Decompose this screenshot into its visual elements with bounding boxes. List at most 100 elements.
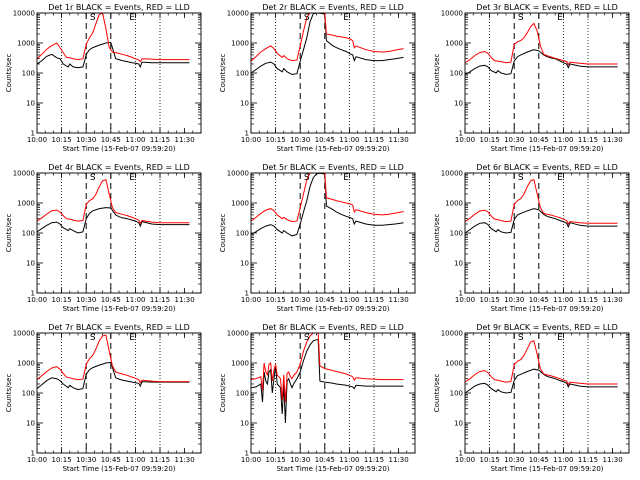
y-axis-label: Counts/sec [219,54,227,93]
y-tick-label: 100 [450,390,463,398]
chart-title: Det 1r BLACK = Events, RED = LLD [48,3,190,12]
x-tick-label: 11:15 [150,296,170,304]
x-tick-label: 10:30 [504,136,524,144]
lld-series-line [465,340,618,386]
y-tick-label: 100 [22,390,35,398]
chart-title: Det 6r BLACK = Events, RED = LLD [476,163,618,172]
start-marker: S [304,13,310,23]
y-tick-label: 1 [245,130,249,138]
lld-series-line [37,179,190,225]
x-tick-label: 10:45 [315,136,335,144]
x-tick-label: 10:45 [529,296,549,304]
start-marker: S [518,333,524,343]
x-tick-label: 10:45 [529,136,549,144]
y-tick-label: 1000 [445,200,463,208]
events-series-line [465,208,618,234]
x-tick-label: 10:45 [315,456,335,464]
start-marker: S [304,173,310,183]
y-tick-label: 100 [450,230,463,238]
chart-panel: 1 10 100 1000 10000 10:00 10:15 10:30 10:45 11:00… [433,163,630,313]
x-tick-label: 11:30 [389,296,409,304]
y-tick-label: 1000 [445,360,463,368]
y-tick-label: 1 [31,450,35,458]
y-tick-label: 100 [22,70,35,78]
x-tick-label: 11:30 [603,136,623,144]
x-axis-label: Start Time (15-Feb-07 09:59:20) [62,305,175,313]
y-tick-label: 10 [240,260,249,268]
end-marker: E [129,333,135,343]
end-marker: E [129,173,135,183]
y-tick-label: 10000 [441,10,463,18]
lld-series-line [465,22,618,66]
y-tick-label: 10000 [13,330,35,338]
y-tick-label: 1 [459,450,463,458]
y-tick-label: 10 [240,420,249,428]
end-marker: E [557,333,563,343]
chart-panel: 1 10 100 1000 10000 10:00 10:15 10:30 10:45 11:00… [219,3,416,153]
y-tick-label: 100 [450,70,463,78]
start-marker: S [304,333,310,343]
y-tick-label: 100 [22,230,35,238]
x-tick-label: 10:30 [504,296,524,304]
x-tick-label: 11:30 [175,136,195,144]
x-tick-label: 10:30 [290,456,310,464]
y-tick-label: 1 [245,450,249,458]
x-tick-label: 11:00 [125,136,145,144]
chart-title: Det 7r BLACK = Events, RED = LLD [48,323,190,332]
y-tick-label: 10000 [13,10,35,18]
events-series-line [37,41,190,69]
y-axis-label: Counts/sec [5,214,13,253]
x-tick-label: 10:00 [455,456,475,464]
y-tick-label: 10000 [227,330,249,338]
y-tick-label: 1 [245,290,249,298]
x-axis-label: Start Time (15-Feb-07 09:59:20) [490,305,603,313]
start-marker: S [90,173,96,183]
y-tick-label: 10 [26,100,35,108]
end-marker: E [343,173,349,183]
end-marker: E [557,173,563,183]
x-tick-label: 11:00 [339,456,359,464]
y-tick-label: 1000 [231,40,249,48]
y-tick-label: 10000 [13,170,35,178]
x-axis-label: Start Time (15-Feb-07 09:59:20) [490,145,603,153]
x-tick-label: 11:00 [339,296,359,304]
x-tick-label: 11:30 [603,456,623,464]
x-axis-label: Start Time (15-Feb-07 09:59:20) [62,145,175,153]
y-tick-label: 10000 [441,170,463,178]
plot-frame [36,332,202,454]
x-tick-label: 11:00 [553,296,573,304]
plot-frame [36,172,202,294]
chart-panel: 1 10 100 1000 10000 10:00 10:15 10:30 10:45 11:00… [5,323,202,473]
x-tick-label: 11:00 [553,456,573,464]
x-tick-label: 11:30 [389,136,409,144]
x-tick-label: 11:15 [364,296,384,304]
y-tick-label: 10 [26,260,35,268]
events-series-line [465,49,618,75]
x-tick-label: 11:15 [364,136,384,144]
plot-frame [250,332,416,454]
y-tick-label: 10000 [227,170,249,178]
plot-frame [464,172,630,294]
events-series-line [251,339,404,424]
chart-title: Det 9r BLACK = Events, RED = LLD [476,323,618,332]
x-tick-label: 10:30 [290,136,310,144]
y-tick-label: 1 [31,130,35,138]
start-marker: S [518,13,524,23]
start-marker: S [90,13,96,23]
chart-title: Det 4r BLACK = Events, RED = LLD [48,163,190,172]
x-axis-label: Start Time (15-Feb-07 09:59:20) [276,305,389,313]
end-marker: E [129,13,135,23]
y-tick-label: 1000 [231,360,249,368]
x-axis-label: Start Time (15-Feb-07 09:59:20) [62,465,175,473]
x-tick-label: 10:00 [27,296,47,304]
chart-panel: 1 10 100 1000 10000 10:00 10:15 10:30 10:45 11:00… [433,3,630,153]
x-tick-label: 11:15 [150,136,170,144]
chart-panel: 1 10 100 1000 10000 10:00 10:15 10:30 10:45 11:00… [219,323,416,473]
y-axis-label: Counts/sec [433,54,441,93]
x-tick-label: 10:15 [266,296,286,304]
x-axis-label: Start Time (15-Feb-07 09:59:20) [490,465,603,473]
y-axis-label: Counts/sec [219,374,227,413]
lld-series-line [465,179,618,225]
x-tick-label: 11:30 [175,456,195,464]
y-tick-label: 100 [236,70,249,78]
